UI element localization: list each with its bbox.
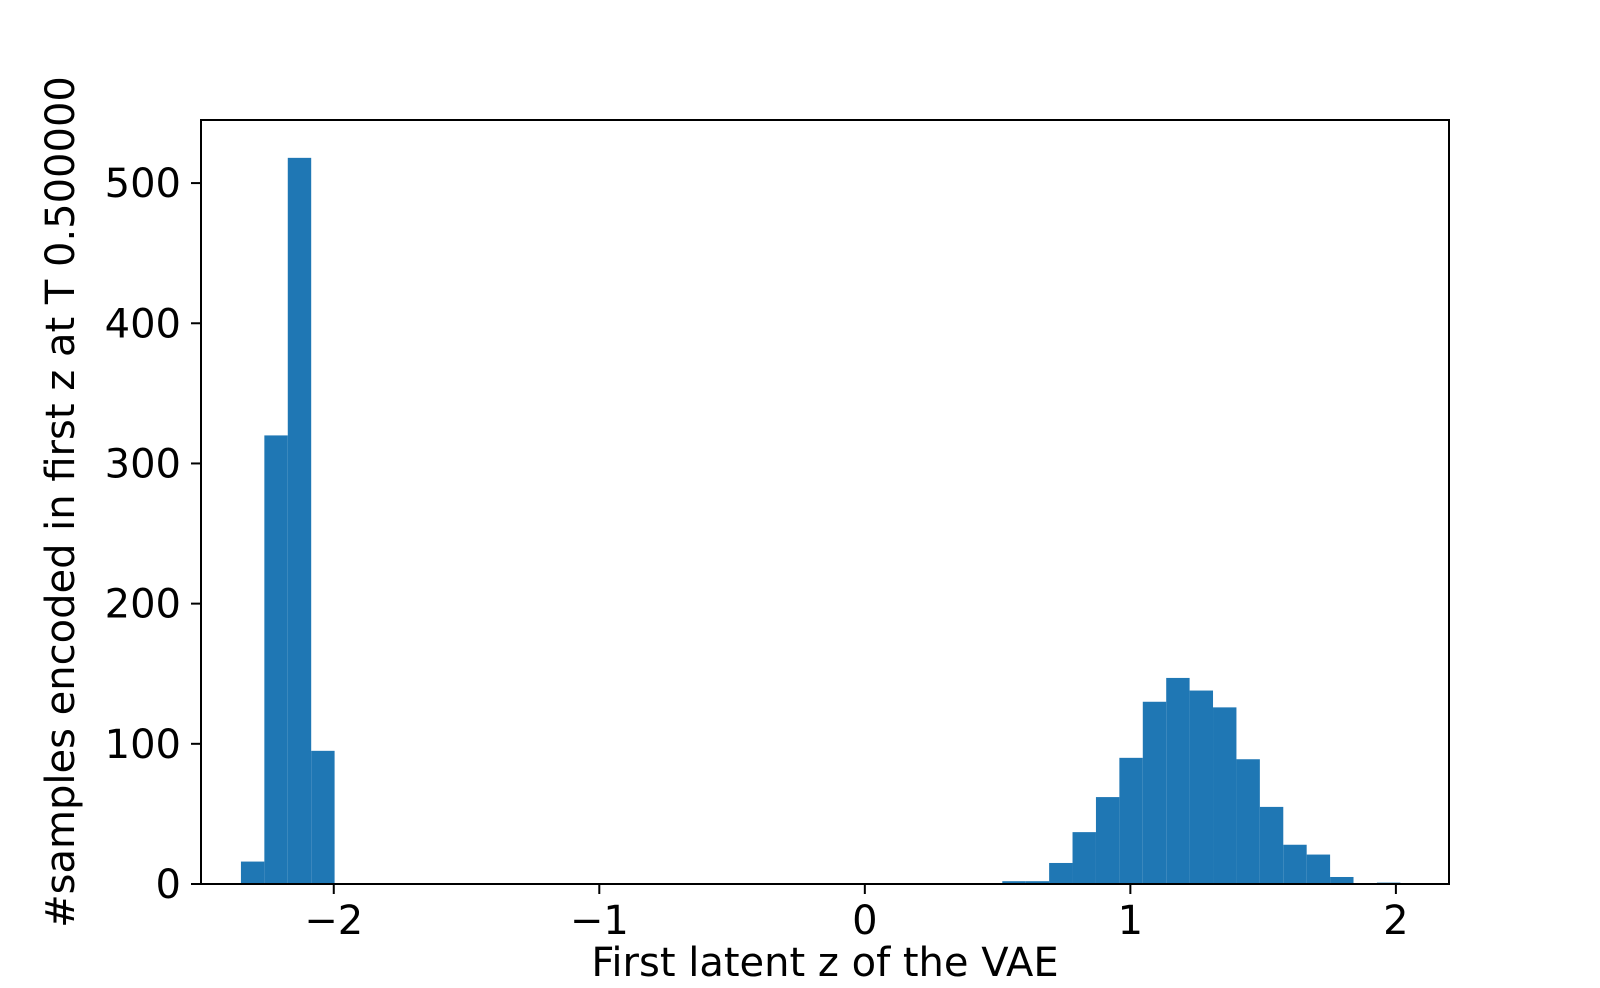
- y-tick-label: 300: [105, 441, 181, 487]
- histogram-bars: [240, 157, 1401, 884]
- histogram-bar: [1025, 881, 1050, 884]
- histogram-bar: [287, 157, 312, 884]
- histogram-bar: [1213, 707, 1237, 884]
- y-tick-label: 500: [105, 161, 181, 207]
- x-tick-label: 0: [852, 898, 877, 944]
- y-tick-label: 200: [105, 582, 181, 628]
- histogram-bar: [1095, 797, 1120, 884]
- histogram-bar: [311, 750, 335, 884]
- histogram-bar: [240, 861, 265, 884]
- y-axis-ticks: 0 100 200 300 400 500: [105, 161, 201, 908]
- histogram-bar: [1142, 701, 1167, 884]
- histogram-bar: [1166, 677, 1190, 884]
- y-tick-label: 400: [105, 301, 181, 347]
- y-axis-label: #samples encoded in first z at T 0.50000…: [38, 76, 84, 928]
- histogram-bar: [1189, 690, 1214, 884]
- x-axis-ticks: −2 −1 0 1 2: [304, 884, 1409, 944]
- histogram-bar: [1002, 881, 1026, 884]
- x-tick-label: 2: [1383, 898, 1408, 944]
- x-axis-label: First latent z of the VAE: [591, 940, 1058, 986]
- y-tick-label: 0: [156, 862, 181, 908]
- x-tick-label: −2: [304, 898, 363, 944]
- histogram-bar: [1119, 757, 1143, 884]
- histogram-bar: [1283, 844, 1307, 884]
- histogram-bar: [1259, 806, 1284, 884]
- histogram-bar: [1049, 862, 1073, 884]
- histogram-bar: [1072, 832, 1096, 884]
- x-tick-label: 1: [1118, 898, 1143, 944]
- x-tick-label: −1: [570, 898, 629, 944]
- plot-frame: [200, 119, 1450, 885]
- histogram-bar: [1306, 854, 1331, 884]
- histogram-bar: [264, 435, 288, 884]
- y-tick-label: 100: [105, 722, 181, 768]
- histogram-bar: [1236, 759, 1260, 884]
- histogram-bar: [1330, 876, 1354, 884]
